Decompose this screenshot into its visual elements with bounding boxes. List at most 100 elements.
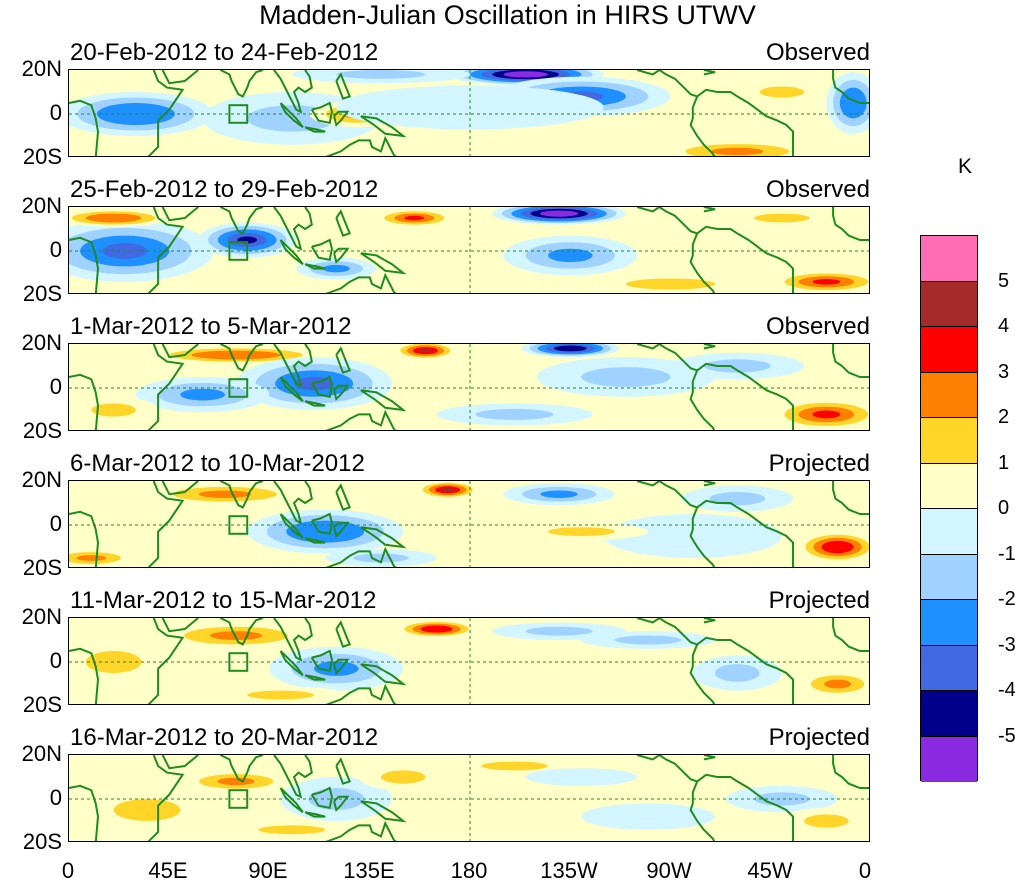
coastline bbox=[325, 409, 397, 430]
coastline bbox=[832, 344, 869, 378]
coastline bbox=[360, 389, 407, 412]
anomaly-contour bbox=[258, 825, 326, 835]
coastline bbox=[832, 207, 869, 241]
coastline bbox=[703, 344, 716, 350]
anomaly-field bbox=[69, 755, 869, 841]
region-box bbox=[228, 652, 249, 672]
colorbar-swatch bbox=[921, 691, 977, 737]
coastline bbox=[689, 233, 716, 293]
lat-label-north: 20N bbox=[21, 56, 62, 81]
coastline bbox=[360, 663, 407, 686]
coastline bbox=[279, 513, 304, 540]
coastline bbox=[310, 649, 333, 672]
lon-label: 135E bbox=[343, 858, 395, 883]
coastline bbox=[69, 344, 185, 430]
anomaly-field bbox=[69, 344, 869, 430]
coastline bbox=[161, 755, 199, 770]
coastline bbox=[273, 755, 313, 799]
coastline bbox=[333, 658, 350, 675]
coastline bbox=[304, 263, 326, 270]
panel-date-range: 11-Mar-2012 to 15-Mar-2012 bbox=[70, 587, 377, 614]
coastline bbox=[360, 800, 407, 823]
coastline bbox=[325, 135, 397, 156]
coastline bbox=[304, 400, 326, 407]
panel-kind: Projected bbox=[768, 587, 870, 614]
lat-label-north: 20N bbox=[21, 741, 62, 766]
anomaly-field bbox=[69, 70, 869, 156]
colorbar-swatch bbox=[921, 645, 977, 691]
panel-kind: Observed bbox=[765, 313, 870, 340]
coastline bbox=[333, 795, 350, 812]
coastline bbox=[703, 755, 716, 761]
coastline bbox=[69, 207, 185, 293]
coastline bbox=[689, 781, 716, 841]
coastline bbox=[220, 755, 264, 783]
anomaly-contour bbox=[812, 279, 841, 285]
coastline bbox=[161, 618, 199, 633]
map-panel-1: 20-Feb-2012 to 24-Feb-2012 Observed 20N … bbox=[22, 39, 870, 169]
colorbar-tick-label: -3 bbox=[998, 633, 1015, 656]
colorbar-swatch bbox=[921, 554, 977, 600]
lat-label-equator: 0 bbox=[49, 785, 62, 810]
lon-label: 180 bbox=[450, 858, 488, 883]
panel-kind: Observed bbox=[765, 39, 870, 66]
colorbar-swatch bbox=[921, 372, 977, 418]
coastline bbox=[333, 521, 350, 538]
lon-label: 0 bbox=[61, 858, 75, 883]
coastline bbox=[703, 207, 716, 213]
colorbar-tick-label: 0 bbox=[998, 497, 1010, 519]
coastline bbox=[335, 483, 352, 511]
anomaly-contour bbox=[540, 210, 579, 217]
anomaly-contour bbox=[420, 625, 453, 633]
lon-label: 45W bbox=[747, 858, 793, 883]
coastline bbox=[335, 757, 352, 785]
coastline bbox=[310, 512, 333, 535]
lat-label-south: 20S bbox=[22, 692, 62, 717]
coastline bbox=[658, 755, 794, 841]
colorbar-swatch bbox=[921, 509, 977, 555]
colorbar-swatch bbox=[921, 600, 977, 646]
colorbar-tick-label: -5 bbox=[998, 724, 1015, 747]
anomaly-field bbox=[69, 481, 869, 567]
coastline bbox=[273, 618, 313, 662]
coastline bbox=[220, 618, 264, 646]
coastline bbox=[69, 618, 185, 704]
anomaly-contour bbox=[404, 215, 425, 221]
coastline bbox=[335, 209, 352, 237]
anomaly-contour bbox=[191, 350, 281, 360]
colorbar-tick-label: 5 bbox=[998, 269, 1010, 292]
lat-label-north: 20N bbox=[21, 330, 62, 355]
coastline bbox=[220, 70, 264, 98]
coastline bbox=[703, 70, 716, 76]
anomaly-contour bbox=[525, 626, 593, 636]
colorbar-tick-label: 2 bbox=[998, 406, 1010, 428]
anomaly-contour bbox=[821, 540, 854, 554]
coastline bbox=[335, 620, 352, 648]
lat-label-south: 20S bbox=[22, 281, 62, 306]
lat-label-equator: 0 bbox=[49, 237, 62, 262]
anomaly-contour bbox=[76, 555, 107, 561]
coastline bbox=[689, 96, 716, 156]
anomaly-contour bbox=[711, 147, 764, 156]
lon-label: 90W bbox=[646, 858, 692, 883]
coastline bbox=[360, 115, 407, 138]
anomaly-contour bbox=[804, 814, 849, 828]
coastline bbox=[161, 207, 199, 222]
colorbar-tick-label: -4 bbox=[998, 679, 1015, 701]
coastline bbox=[220, 207, 264, 235]
coastline bbox=[273, 70, 313, 114]
lon-label: 0 bbox=[858, 858, 872, 883]
coastline bbox=[832, 70, 869, 104]
anomaly-contour bbox=[85, 213, 142, 223]
anomaly-contour bbox=[554, 345, 587, 352]
colorbar-tick-label: -1 bbox=[998, 542, 1015, 565]
coastline bbox=[325, 546, 397, 567]
coastline bbox=[310, 375, 333, 398]
colorbar-tick-label: -2 bbox=[998, 588, 1015, 610]
lon-label: 135W bbox=[540, 858, 598, 883]
map-panel-6: 16-Mar-2012 to 20-Mar-2012 Projected 20N… bbox=[22, 724, 870, 854]
coastline bbox=[636, 207, 660, 213]
coastline bbox=[273, 481, 313, 525]
anomaly-contour bbox=[336, 70, 426, 79]
coastline bbox=[636, 618, 660, 624]
